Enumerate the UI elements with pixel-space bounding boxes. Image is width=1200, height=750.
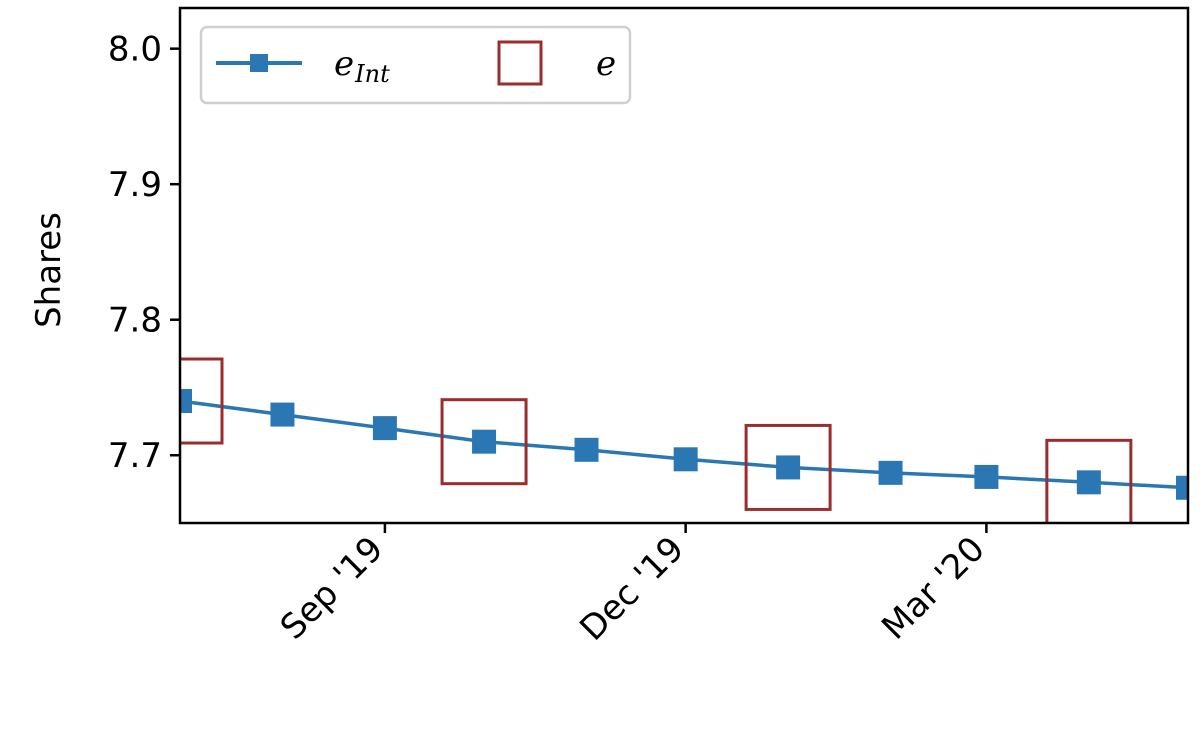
- data-point-interpolated: [776, 455, 801, 480]
- data-point-interpolated: [673, 447, 698, 472]
- y-tick-label: 7.9: [108, 165, 162, 205]
- y-tick-label: 7.8: [108, 301, 162, 341]
- data-point-actual: [1045, 438, 1133, 523]
- legend-label-actual: e: [596, 44, 616, 84]
- x-tick-label: Mar '20: [874, 529, 992, 647]
- data-point-interpolated: [270, 402, 295, 427]
- y-axis: 7.7 7.8 7.9 8.0: [108, 30, 180, 476]
- y-tick-label: 8.0: [108, 30, 162, 70]
- y-tick-label: 7.7: [108, 436, 162, 476]
- x-tick-label: Dec '19: [572, 529, 692, 649]
- series-line-interpolated: [180, 399, 1188, 490]
- legend-marker-swatch-actual: [497, 40, 543, 86]
- data-point-actual: [440, 398, 528, 486]
- plot-area: [178, 6, 1190, 525]
- data-point-interpolated: [878, 460, 903, 485]
- legend-marker-swatch-interpolated: [250, 54, 268, 72]
- data-point-interpolated: [372, 416, 397, 441]
- data-point-interpolated: [472, 429, 497, 454]
- plot-frame: [178, 6, 1190, 525]
- data-point-interpolated: [1176, 475, 1188, 500]
- x-axis: Sep '19 Dec '19 Mar '20: [273, 523, 993, 649]
- x-tick-label: Sep '19: [273, 529, 391, 647]
- y-axis-label: Shares: [29, 212, 69, 328]
- legend-label-interpolated-main: e: [334, 44, 354, 84]
- legend-label-interpolated: eInt: [334, 44, 390, 88]
- legend-label-interpolated-sub: Int: [354, 60, 390, 88]
- data-point-actual: [744, 423, 832, 511]
- data-point-interpolated: [180, 389, 192, 414]
- legend: eInt e: [199, 25, 632, 105]
- data-point-interpolated: [1076, 470, 1101, 495]
- data-point-actual: [180, 357, 224, 445]
- data-point-interpolated: [574, 437, 599, 462]
- data-point-interpolated: [974, 464, 999, 489]
